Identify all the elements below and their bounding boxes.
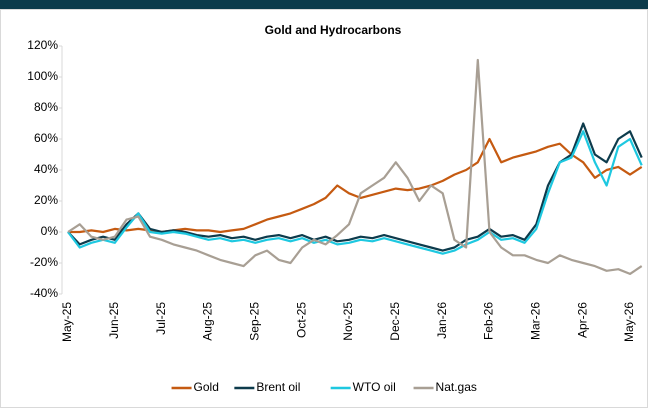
y-tick-label: -40%	[30, 286, 58, 300]
x-tick-label: Jul-25	[154, 302, 168, 335]
y-tick-label: 20%	[34, 193, 58, 207]
chart-border	[0, 9, 648, 408]
legend-label: WTO oil	[353, 380, 396, 394]
y-tick-label: 80%	[34, 100, 58, 114]
x-tick-label: Aug-25	[201, 302, 215, 341]
x-tick-label: Apr-26	[575, 302, 589, 338]
series-line	[67, 122, 643, 252]
y-tick-label: 40%	[34, 162, 58, 176]
x-tick-label: Feb-26	[482, 302, 496, 340]
y-tick-label: 100%	[27, 69, 58, 83]
x-tick-label: Jan-26	[435, 302, 449, 339]
x-tick-label: May-25	[60, 302, 74, 342]
y-tick-label: 0%	[41, 224, 59, 238]
x-tick-label: Nov-25	[341, 302, 355, 341]
series-line	[67, 58, 643, 275]
legend-label: Gold	[194, 380, 219, 394]
legend-label: Nat.gas	[436, 380, 477, 394]
header-bar	[0, 0, 648, 9]
x-tick-label: Sep-25	[248, 302, 262, 341]
y-tick-label: 60%	[34, 131, 58, 145]
x-tick-label: Mar-26	[529, 302, 543, 340]
legend-label: Brent oil	[256, 380, 300, 394]
x-tick-label: May-26	[622, 302, 636, 342]
x-tick-label: Oct-25	[294, 302, 308, 338]
y-tick-label: 120%	[27, 38, 58, 52]
chart-title: Gold and Hydrocarbons	[265, 23, 402, 37]
x-tick-label: Jun-25	[107, 302, 121, 339]
series-line	[68, 137, 643, 234]
series-line	[67, 130, 643, 255]
y-tick-label: -20%	[30, 255, 58, 269]
x-tick-label: Dec-25	[388, 302, 402, 341]
